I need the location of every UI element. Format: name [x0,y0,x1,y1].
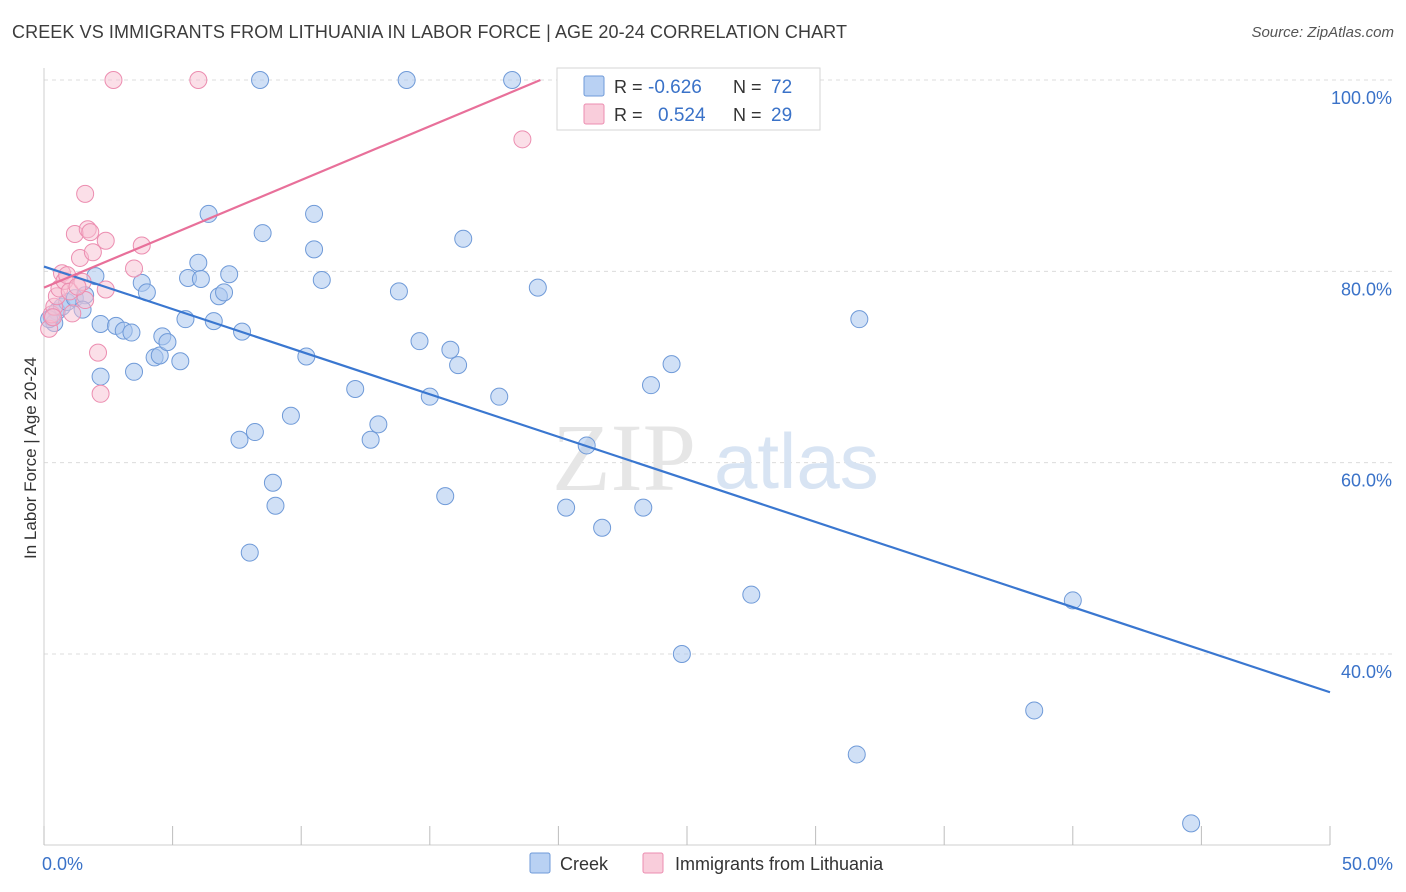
y-tick-label: 40.0% [1341,662,1392,682]
bottom-legend-label-lithuania: Immigrants from Lithuania [675,854,884,874]
lithuania-point [96,231,115,250]
y-tick-label: 60.0% [1341,471,1392,491]
axes [43,68,1331,846]
creek-point [266,496,285,515]
creek-trend-line [43,265,1331,694]
creek-point [191,269,210,288]
trend-lines [43,78,1331,694]
creek-point [122,323,141,342]
legend-r-label-creek: R = [614,77,643,97]
creek-point [441,340,460,359]
creek-point [263,473,282,492]
y-axis-title: In Labor Force | Age 20-24 [21,357,40,559]
creek-point [436,487,455,506]
watermark-atlas: atlas [714,417,879,505]
creek-point [251,71,270,89]
legend-n-label-creek: N = [733,77,762,97]
creek-point [150,346,169,365]
creek-point [397,71,416,89]
creek-point [593,518,612,537]
creek-point [220,265,239,284]
y-tick-label: 100.0% [1331,88,1392,108]
creek-point [253,224,272,243]
creek-point [847,745,866,764]
y-tick-label: 80.0% [1341,279,1392,299]
creek-point [305,204,324,223]
source-credit: Source: ZipAtlas.com [1251,24,1394,41]
lithuania-trend-line [43,78,541,289]
legend-n-value-lithuania: 29 [771,105,792,126]
bottom-legend-swatch-lithuania [642,852,664,874]
lithuania-point [63,304,82,323]
creek-point [305,240,324,259]
legend-r-value-lithuania: 0.524 [658,105,706,126]
creek-point [189,253,208,272]
creek-point [672,645,691,663]
creek-point [230,430,249,449]
creek-point [199,204,218,223]
legend-n-value-creek: 72 [771,77,792,98]
creek-point [528,278,547,297]
lithuania-point [76,291,95,310]
creek-point [361,430,380,449]
creek-point [91,314,110,333]
lithuania-point [44,308,63,327]
creek-point [1182,814,1201,833]
bottom-legend-swatch-creek [529,852,551,874]
legend-r-label-lithuania: R = [614,105,643,125]
creek-point [503,71,522,89]
creek-point [850,310,869,329]
creek-point [281,406,300,425]
x-tick-label-min: 0.0% [42,854,83,874]
x-tick-label-max: 50.0% [1342,854,1393,874]
creek-point [240,543,259,562]
lithuania-point [104,71,123,89]
creek-point [245,423,264,442]
creek-point [389,282,408,301]
creek-point [215,283,234,302]
legend-swatch-creek [583,75,605,97]
legend-swatch-lithuania [583,103,605,125]
grid-lines [44,79,1392,655]
lithuania-point [81,223,100,242]
creek-point [125,362,144,381]
lithuania-point [91,384,110,403]
lithuania-point [83,243,102,262]
creek-point [454,229,473,248]
legend-n-label-lithuania: N = [733,105,762,125]
creek-point [641,376,660,395]
legend-r-value-creek: -0.626 [648,77,702,98]
creek-point [557,498,576,517]
creek-point [346,380,365,399]
creek-point [449,356,468,375]
creek-point [158,333,177,352]
lithuania-point [76,184,95,203]
creek-point [662,355,681,374]
creek-point [490,387,509,406]
lithuania-point [132,236,151,255]
lithuania-point [513,130,532,149]
series-legend: Creek Immigrants from Lithuania [529,852,884,874]
tick-labels: 40.0% 60.0% 80.0% 100.0% 0.0% 50.0% [42,88,1393,874]
lithuania-point [189,71,208,89]
creek-point [312,270,331,289]
lithuania-point [125,259,144,278]
bottom-legend-label-creek: Creek [560,854,609,874]
creek-point [742,585,761,604]
chart-title: CREEK VS IMMIGRANTS FROM LITHUANIA IN LA… [12,22,848,42]
creek-point [1025,701,1044,720]
creek-point [91,367,110,386]
creek-point [171,352,190,371]
creek-point [369,415,388,434]
lithuania-point [89,343,108,362]
creek-point [634,498,653,517]
creek-point [410,332,429,351]
correlation-legend: R = -0.626 N = 72 R = 0.524 N = 29 [556,67,821,131]
